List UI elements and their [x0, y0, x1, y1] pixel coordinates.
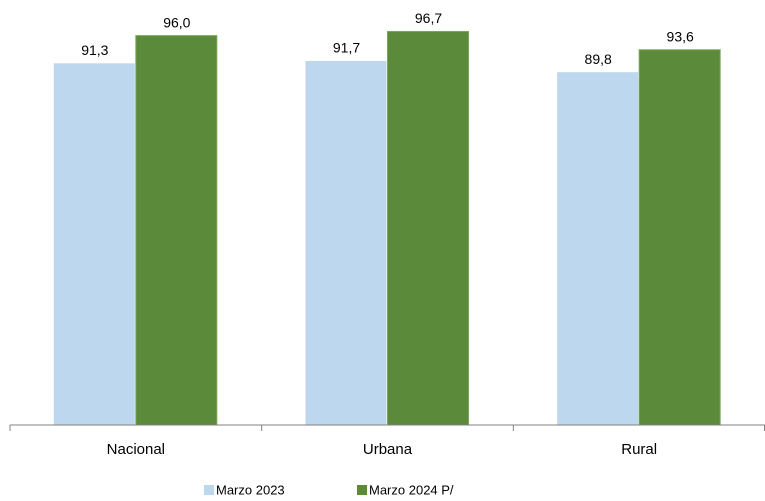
data-label: 89,8 [585, 51, 612, 67]
bar [638, 49, 721, 426]
x-tick-label: Nacional [107, 441, 165, 458]
bar [305, 60, 387, 425]
data-label: 96,0 [163, 14, 190, 30]
bar [387, 30, 469, 426]
data-label: 96,7 [415, 10, 442, 26]
bar [53, 63, 135, 425]
bar [557, 72, 639, 426]
data-label: 91,7 [333, 40, 360, 56]
legend-swatch [204, 485, 214, 495]
legend-label: Marzo 2023 [216, 482, 285, 497]
data-label: 93,6 [667, 28, 694, 44]
bar [135, 35, 218, 426]
legend-label: Marzo 2024 P/ [369, 482, 454, 497]
data-label: 91,3 [81, 42, 108, 58]
x-tick-label: Urbana [363, 441, 413, 458]
legend-swatch [357, 485, 367, 495]
x-tick-label: Rural [621, 441, 657, 458]
